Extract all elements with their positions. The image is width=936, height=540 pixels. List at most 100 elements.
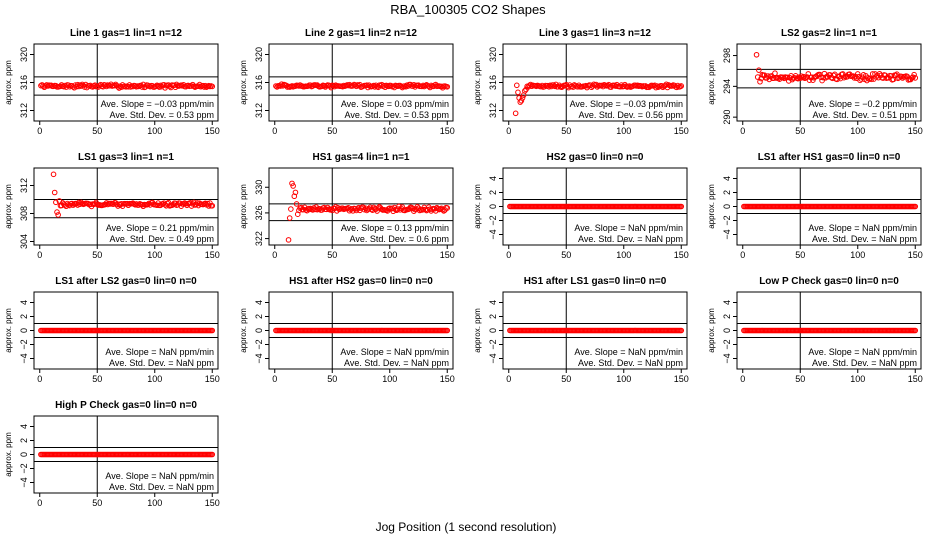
std-dev-annotation: Ave. Std. Dev. = NaN ppm (578, 234, 683, 244)
y-tick-label: −2 (488, 339, 498, 349)
y-tick-label: 2 (488, 314, 498, 319)
std-dev-annotation: Ave. Std. Dev. = NaN ppm (812, 234, 917, 244)
panel-title: LS2 gas=2 lin=1 n=1 (781, 28, 877, 39)
panel-11: HS1 after LS1 gas=0 lin=0 n=0 approx. ppm… (473, 276, 689, 384)
y-tick-label: 326 (254, 205, 264, 220)
x-tick-label: 150 (674, 374, 689, 384)
data-point (868, 76, 875, 83)
x-tick-label: 50 (92, 250, 102, 260)
y-axis-label: approx. ppm (473, 184, 482, 229)
data-point (53, 199, 59, 206)
data-points (507, 327, 685, 334)
std-dev-annotation: Ave. Std. Dev. = NaN ppm (812, 358, 917, 368)
data-point (292, 189, 299, 196)
data-point (819, 77, 825, 84)
x-tick-label: 150 (440, 126, 455, 136)
panel-title: Low P Check gas=0 lin=0 n=0 (759, 276, 899, 287)
y-tick-label: −4 (488, 229, 498, 239)
y-tick-label: 312 (254, 103, 264, 118)
y-tick-label: 320 (254, 47, 264, 62)
y-tick-label: 322 (254, 231, 264, 246)
x-tick-label: 150 (908, 250, 923, 260)
data-point (77, 82, 83, 88)
y-tick-label: 2 (488, 190, 498, 195)
slope-annotation: Ave. Slope = 0.21 ppm/min (106, 223, 214, 233)
data-point (517, 99, 524, 105)
panel-8: LS1 after HS1 gas=0 lin=0 n=0 approx. ppm… (707, 152, 923, 260)
panel-title: HS1 after LS1 gas=0 lin=0 n=0 (524, 276, 667, 287)
slope-annotation: Ave. Slope = NaN ppm/min (340, 347, 449, 357)
x-tick-label: 100 (382, 374, 397, 384)
x-tick-label: 100 (147, 250, 162, 260)
y-axis-label: approx. ppm (239, 184, 248, 229)
panel-title: Line 2 gas=1 lin=2 n=12 (305, 28, 417, 39)
data-point (757, 78, 763, 85)
data-point (65, 82, 72, 89)
x-tick-label: 0 (272, 374, 277, 384)
data-point (912, 327, 919, 334)
data-point (869, 71, 876, 77)
x-tick-label: 150 (440, 374, 455, 384)
panel-grid: Line 1 gas=1 lin=1 n=12 approx. ppm 0 50 100… (4, 28, 923, 508)
data-points (38, 327, 216, 334)
y-tick-label: 4 (488, 300, 498, 305)
std-dev-annotation: Ave. Std. Dev. = NaN ppm (578, 358, 683, 368)
y-axis-label: approx. ppm (4, 432, 13, 477)
std-dev-annotation: Ave. Std. Dev. = NaN ppm (109, 482, 214, 492)
y-axis-label: approx. ppm (4, 60, 13, 105)
y-tick-label: 312 (488, 103, 498, 118)
panel-title: Line 1 gas=1 lin=1 n=12 (70, 28, 182, 39)
data-points (741, 203, 919, 210)
data-point (209, 202, 216, 209)
panel-title: LS1 after HS1 gas=0 lin=0 n=0 (758, 152, 901, 163)
y-tick-label: 320 (19, 47, 29, 62)
data-point (209, 327, 216, 334)
std-dev-annotation: Ave. Std. Dev. = NaN ppm (344, 358, 449, 368)
y-tick-label: −4 (254, 353, 264, 363)
y-axis-label: approx. ppm (707, 60, 716, 105)
x-tick-label: 150 (674, 126, 689, 136)
data-points (741, 327, 919, 334)
x-tick-label: 100 (616, 374, 631, 384)
panel-title: LS1 gas=3 lin=1 n=1 (78, 152, 174, 163)
slope-annotation: Ave. Slope = NaN ppm/min (105, 347, 214, 357)
y-tick-label: 2 (19, 438, 29, 443)
y-tick-label: 304 (19, 234, 29, 249)
data-point (293, 201, 300, 207)
x-tick-label: 100 (850, 126, 865, 136)
x-tick-label: 150 (205, 374, 220, 384)
y-tick-label: 320 (488, 47, 498, 62)
data-points (50, 171, 216, 218)
data-point (209, 83, 216, 90)
data-point (785, 78, 792, 84)
x-tick-label: 150 (908, 374, 923, 384)
data-point (444, 205, 451, 211)
x-tick-label: 0 (37, 498, 42, 508)
data-point (514, 82, 520, 89)
x-tick-label: 150 (205, 498, 220, 508)
data-point (157, 82, 164, 89)
slope-annotation: Ave. Slope = −0.03 ppm/min (101, 99, 214, 109)
slope-annotation: Ave. Slope = NaN ppm/min (808, 223, 917, 233)
y-tick-label: −4 (722, 229, 732, 239)
data-points (273, 327, 451, 334)
slope-annotation: Ave. Slope = −0.03 ppm/min (570, 99, 683, 109)
y-tick-label: −4 (722, 353, 732, 363)
y-axis-label: approx. ppm (239, 308, 248, 353)
plot-frame (33, 167, 219, 246)
data-point (50, 171, 57, 178)
panel-10: HS1 after HS2 gas=0 lin=0 n=0 approx. ppm… (239, 276, 455, 384)
x-tick-label: 150 (440, 250, 455, 260)
y-tick-label: 312 (19, 103, 29, 118)
y-tick-label: −4 (19, 477, 29, 487)
panel-title: HS1 gas=4 lin=1 n=1 (313, 152, 410, 163)
y-axis-label: approx. ppm (707, 308, 716, 353)
y-axis-label: approx. ppm (4, 308, 13, 353)
x-tick-label: 100 (147, 126, 162, 136)
x-tick-label: 100 (616, 126, 631, 136)
x-tick-label: 50 (327, 250, 337, 260)
x-tick-label: 150 (205, 126, 220, 136)
panel-4: LS2 gas=2 lin=1 n=1 approx. ppm 0 50 100 150 2… (707, 28, 923, 136)
y-tick-label: −2 (488, 215, 498, 225)
x-tick-label: 100 (382, 126, 397, 136)
